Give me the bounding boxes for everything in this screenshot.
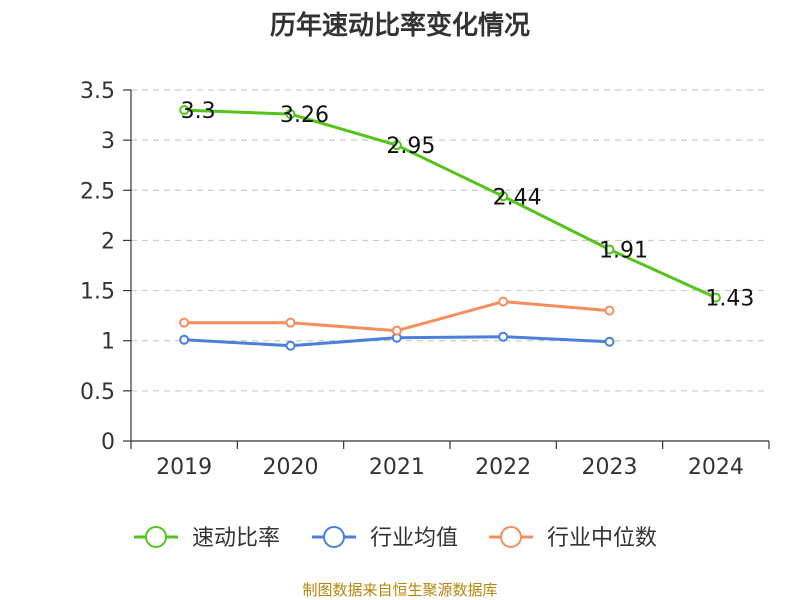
y-tick-label: 3 [101, 129, 115, 154]
legend-marker [145, 526, 167, 548]
y-tick-label: 3.5 [80, 79, 115, 104]
data-point [285, 340, 296, 351]
legend[interactable]: 速动比率 行业均值 行业中位数 [134, 526, 657, 551]
x-tick-label: 2019 [156, 455, 212, 480]
data-point [179, 334, 190, 345]
legend-label: 行业中位数 [547, 526, 657, 551]
data-point [710, 292, 721, 303]
data-label: 1.91 [599, 238, 648, 263]
data-point [498, 296, 509, 307]
data-point [498, 191, 509, 202]
source-note: 制图数据来自恒生聚源数据库 [302, 581, 497, 599]
data-point [391, 325, 402, 336]
x-tick-label: 2020 [263, 455, 319, 480]
legend-item[interactable]: 行业中位数 [489, 526, 657, 551]
legend-label: 速动比率 [192, 526, 280, 551]
data-point [498, 331, 509, 342]
y-tick-label: 2 [101, 229, 115, 254]
data-point [604, 336, 615, 347]
grid-lines [131, 89, 769, 392]
data-point [285, 109, 296, 120]
data-point [604, 305, 615, 316]
series-group [179, 105, 721, 351]
legend-marker [500, 526, 522, 548]
series-line [184, 108, 717, 299]
legend-label: 行业均值 [370, 526, 458, 551]
y-tick-label: 2.5 [80, 179, 115, 204]
x-tick-label: 2021 [369, 455, 425, 480]
data-point [285, 317, 296, 328]
data-labels: 3.3 3.26 2.95 2.44 1.91 1.43 [181, 99, 755, 312]
x-tick-label: 2024 [688, 455, 744, 480]
y-tick-label: 0 [101, 430, 115, 455]
y-tick-label: 1 [101, 330, 115, 355]
y-tick-label: 1.5 [80, 280, 115, 305]
x-tick-label: 2022 [475, 455, 531, 480]
data-point [604, 244, 615, 255]
data-label: 3.26 [280, 103, 329, 128]
data-point [179, 105, 190, 116]
axes: 0 0.5 1 1.5 2 2.5 3 3.5 2019 2020 2021 2022 2023 2024 [80, 79, 770, 480]
x-tick-label: 2023 [582, 455, 638, 480]
data-label: 2.95 [386, 134, 435, 159]
data-label: 3.3 [181, 99, 216, 124]
data-point [391, 140, 402, 151]
y-tick-label: 0.5 [80, 380, 115, 405]
data-point [179, 317, 190, 328]
legend-item[interactable]: 行业均值 [312, 526, 458, 551]
chart-title: 历年速动比率变化情况 [270, 10, 530, 41]
legend-item[interactable]: 速动比率 [134, 526, 280, 551]
data-label: 2.44 [493, 185, 542, 210]
data-label: 1.43 [705, 287, 754, 312]
legend-marker [323, 526, 345, 548]
